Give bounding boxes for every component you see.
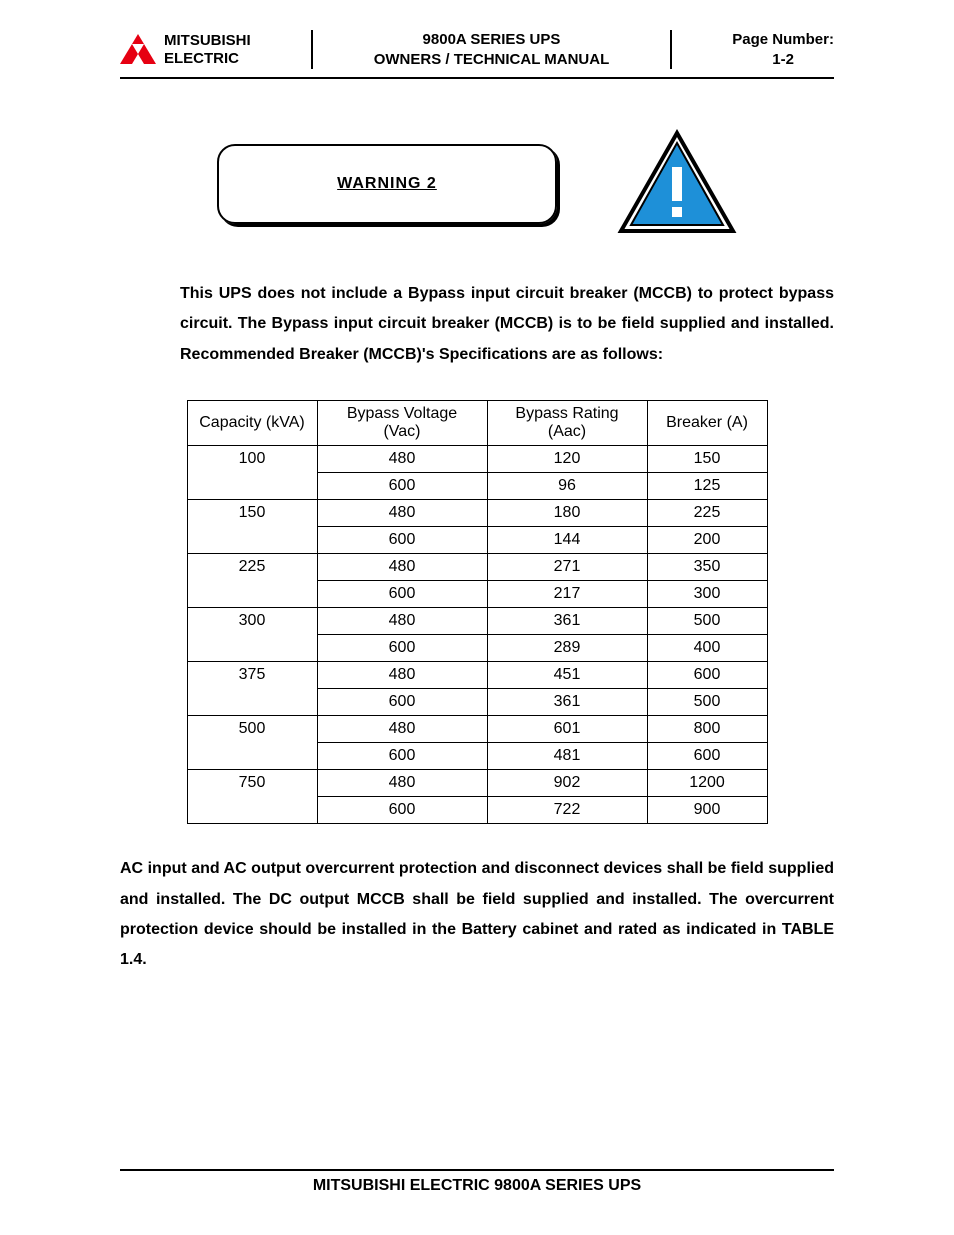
table-cell: 480: [317, 446, 487, 473]
table-cell: 350: [647, 554, 767, 581]
table-cell: 600: [317, 743, 487, 770]
table-cell: 600: [647, 743, 767, 770]
header-divider: [311, 30, 313, 69]
table-header-cell: Capacity (kVA): [187, 401, 317, 446]
table-row: 7504809021200: [187, 770, 767, 797]
table-cell: 500: [647, 689, 767, 716]
table-cell: 600: [317, 689, 487, 716]
table-cell: 225: [187, 554, 317, 608]
table-cell: 300: [187, 608, 317, 662]
table-cell: 100: [187, 446, 317, 500]
table-cell: 144: [487, 527, 647, 554]
document-page: MITSUBISHI ELECTRIC 9800A SERIES UPS OWN…: [0, 0, 954, 1235]
table-cell: 451: [487, 662, 647, 689]
table-header-cell: Breaker (A): [647, 401, 767, 446]
table-cell: 225: [647, 500, 767, 527]
table-header-cell: Bypass Rating (Aac): [487, 401, 647, 446]
table-cell: 150: [187, 500, 317, 554]
table-body: 1004801201506009612515048018022560014420…: [187, 446, 767, 824]
table-cell: 722: [487, 797, 647, 824]
brand-line2: ELECTRIC: [164, 50, 251, 68]
table-cell: 480: [317, 662, 487, 689]
table-cell: 600: [317, 635, 487, 662]
warning-box: WARNING 2: [217, 144, 557, 224]
warning-row: WARNING 2: [120, 129, 834, 239]
table-cell: 900: [647, 797, 767, 824]
paragraph-1: This UPS does not include a Bypass input…: [180, 279, 834, 370]
page-label: Page Number:: [732, 30, 834, 50]
table-cell: 750: [187, 770, 317, 824]
table-cell: 375: [187, 662, 317, 716]
table-cell: 600: [317, 797, 487, 824]
table-cell: 600: [647, 662, 767, 689]
header-page: Page Number: 1-2: [732, 30, 834, 69]
header-title: 9800A SERIES UPS OWNERS / TECHNICAL MANU…: [374, 30, 610, 69]
table-cell: 289: [487, 635, 647, 662]
table-cell: 480: [317, 608, 487, 635]
table-cell: 480: [317, 770, 487, 797]
table-cell: 500: [647, 608, 767, 635]
table-cell: 600: [317, 473, 487, 500]
table-cell: 800: [647, 716, 767, 743]
table-row: 500480601800: [187, 716, 767, 743]
header-divider: [670, 30, 672, 69]
warning-triangle-icon: [617, 129, 737, 239]
table-cell: 481: [487, 743, 647, 770]
header-brand: MITSUBISHI ELECTRIC: [120, 30, 251, 69]
table-cell: 150: [647, 446, 767, 473]
table-cell: 300: [647, 581, 767, 608]
table-cell: 271: [487, 554, 647, 581]
warning-label: WARNING 2: [337, 175, 437, 193]
table-cell: 480: [317, 554, 487, 581]
title-line1: 9800A SERIES UPS: [423, 30, 561, 50]
table-cell: 480: [317, 500, 487, 527]
table-header-row: Capacity (kVA)Bypass Voltage (Vac)Bypass…: [187, 401, 767, 446]
page-footer: MITSUBISHI ELECTRIC 9800A SERIES UPS: [120, 1169, 834, 1195]
table-cell: 361: [487, 689, 647, 716]
table-row: 150480180225: [187, 500, 767, 527]
table-row: 375480451600: [187, 662, 767, 689]
spec-table: Capacity (kVA)Bypass Voltage (Vac)Bypass…: [187, 400, 768, 824]
table-cell: 180: [487, 500, 647, 527]
table-cell: 361: [487, 608, 647, 635]
table-cell: 480: [317, 716, 487, 743]
paragraph-2: AC input and AC output overcurrent prote…: [120, 854, 834, 976]
table-cell: 217: [487, 581, 647, 608]
table-cell: 600: [317, 527, 487, 554]
table-cell: 601: [487, 716, 647, 743]
page-header: MITSUBISHI ELECTRIC 9800A SERIES UPS OWN…: [120, 30, 834, 79]
table-cell: 400: [647, 635, 767, 662]
brand-line1: MITSUBISHI: [164, 32, 251, 50]
table-cell: 902: [487, 770, 647, 797]
table-cell: 200: [647, 527, 767, 554]
table-header-cell: Bypass Voltage (Vac): [317, 401, 487, 446]
page-number: 1-2: [772, 50, 794, 70]
table-cell: 125: [647, 473, 767, 500]
table-cell: 500: [187, 716, 317, 770]
table-row: 225480271350: [187, 554, 767, 581]
table-row: 300480361500: [187, 608, 767, 635]
table-cell: 96: [487, 473, 647, 500]
table-cell: 600: [317, 581, 487, 608]
table-row: 100480120150: [187, 446, 767, 473]
mitsubishi-logo-icon: [120, 34, 156, 66]
table-cell: 120: [487, 446, 647, 473]
table-cell: 1200: [647, 770, 767, 797]
brand-text: MITSUBISHI ELECTRIC: [164, 32, 251, 68]
title-line2: OWNERS / TECHNICAL MANUAL: [374, 50, 610, 70]
